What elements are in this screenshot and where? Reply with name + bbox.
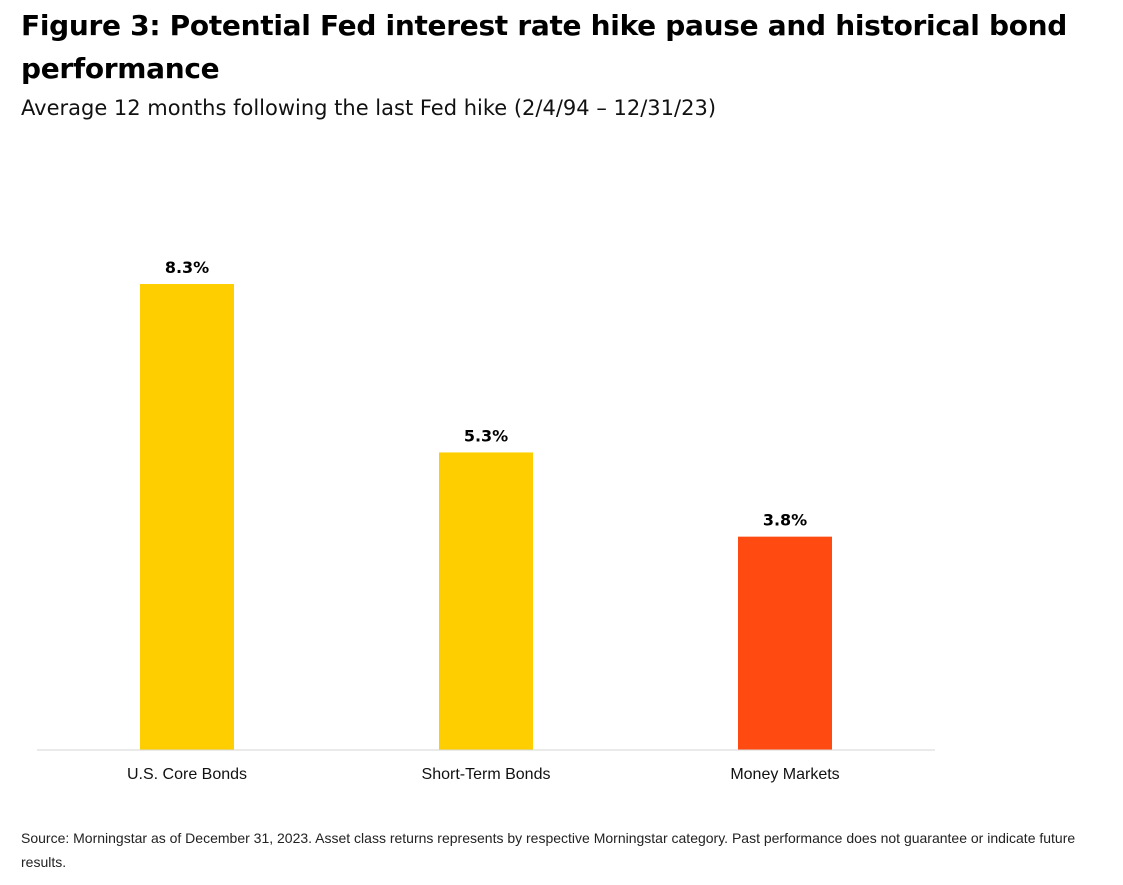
bar-u-s-core-bonds [140, 284, 234, 750]
chart-subtitle: Average 12 months following the last Fed… [21, 96, 717, 120]
labels-layer: 8.3% U.S. Core Bonds 5.3% Short-Term Bonds 3… [127, 258, 840, 783]
bar-value-label: 3.8% [763, 511, 807, 530]
category-label: U.S. Core Bonds [127, 766, 247, 783]
bar-short-term-bonds [439, 452, 533, 750]
bars-layer [140, 284, 832, 750]
category-label: Short-Term Bonds [422, 766, 551, 783]
chart-title: Figure 3: Potential Fed interest rate hi… [21, 9, 1068, 85]
bar-value-label: 5.3% [464, 426, 508, 445]
bar-value-label: 8.3% [165, 258, 209, 277]
bar-chart: 8.3% U.S. Core Bonds 5.3% Short-Term Bonds 3… [37, 258, 935, 783]
bar-money-markets [738, 536, 832, 750]
category-label: Money Markets [730, 766, 839, 783]
source-note: Source: Morningstar as of December 31, 2… [21, 830, 1076, 870]
